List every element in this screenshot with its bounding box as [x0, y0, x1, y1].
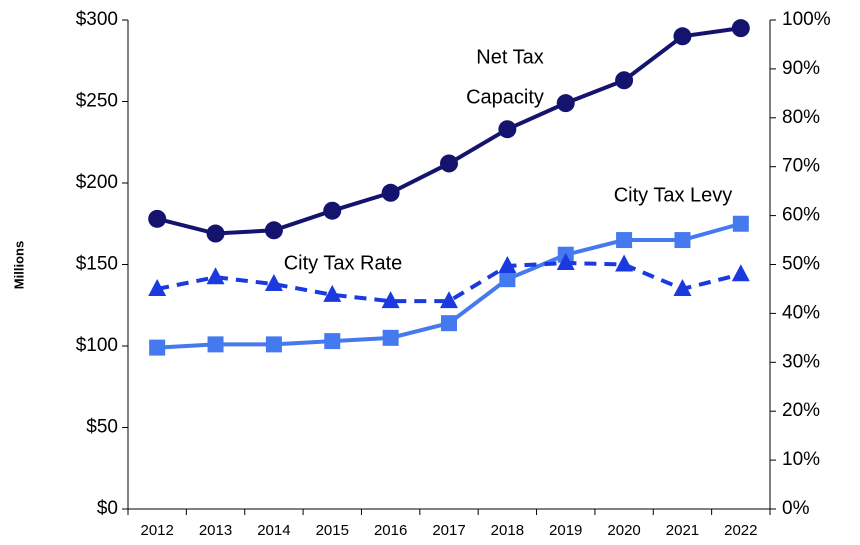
x-tick-label: 2018: [491, 522, 524, 539]
y2-tick-label: 0%: [782, 498, 810, 519]
marker: [673, 27, 692, 46]
marker: [615, 254, 634, 272]
y2-tick-label: 10%: [782, 449, 820, 470]
marker: [324, 333, 341, 350]
y-tick-label: $50: [86, 417, 118, 438]
marker: [264, 221, 283, 240]
y-tick-label: $300: [76, 9, 118, 30]
marker: [148, 209, 167, 228]
marker: [381, 291, 400, 309]
y-tick-label: $250: [76, 91, 118, 112]
marker: [323, 284, 342, 302]
y-tick-label: $100: [76, 335, 118, 356]
annotation: City Tax Rate: [284, 252, 403, 274]
x-tick-label: 2014: [257, 522, 290, 539]
y-tick-label: $200: [76, 172, 118, 193]
y2-tick-label: 50%: [782, 254, 820, 275]
x-tick-label: 2017: [432, 522, 465, 539]
x-tick-label: 2019: [549, 522, 582, 539]
marker: [206, 267, 225, 285]
y2-tick-label: 20%: [782, 400, 820, 421]
annotation: City Tax Levy: [614, 184, 733, 206]
y2-tick-label: 30%: [782, 351, 820, 372]
y-axis-label: Millions: [11, 241, 26, 289]
annotation: Capacity: [466, 86, 544, 108]
marker: [616, 232, 633, 249]
x-tick-label: 2022: [724, 522, 757, 539]
marker: [381, 183, 400, 202]
x-tick-label: 2012: [140, 522, 173, 539]
marker: [265, 336, 282, 353]
marker: [440, 291, 458, 309]
marker: [556, 94, 575, 113]
y2-tick-label: 40%: [782, 302, 820, 323]
marker: [264, 274, 283, 292]
x-tick-label: 2016: [374, 522, 407, 539]
marker: [732, 215, 749, 232]
marker: [731, 264, 750, 282]
marker: [498, 255, 517, 273]
marker: [499, 271, 516, 288]
y2-tick-label: 60%: [782, 205, 820, 226]
marker: [382, 329, 399, 346]
series-line: [156, 261, 742, 304]
y-tick-label: $150: [76, 254, 118, 275]
y2-tick-label: 80%: [782, 107, 820, 128]
x-tick-label: 2020: [607, 522, 640, 539]
marker: [615, 71, 634, 90]
marker: [674, 232, 691, 249]
marker: [498, 120, 517, 139]
annotation: Net Tax: [476, 46, 543, 68]
marker: [148, 278, 167, 296]
x-tick-label: 2015: [316, 522, 349, 539]
marker: [441, 315, 457, 332]
x-tick-label: 2013: [199, 522, 232, 539]
marker: [206, 224, 225, 243]
marker: [440, 154, 458, 173]
y-tick-label: $0: [97, 498, 118, 519]
marker: [323, 201, 342, 220]
marker: [731, 19, 750, 38]
marker: [673, 278, 692, 296]
x-tick-label: 2021: [666, 522, 699, 539]
marker: [207, 336, 224, 353]
marker: [149, 339, 166, 356]
y2-tick-label: 100%: [782, 9, 831, 30]
y2-tick-label: 90%: [782, 58, 820, 79]
marker: [556, 253, 575, 271]
y2-tick-label: 70%: [782, 156, 820, 177]
